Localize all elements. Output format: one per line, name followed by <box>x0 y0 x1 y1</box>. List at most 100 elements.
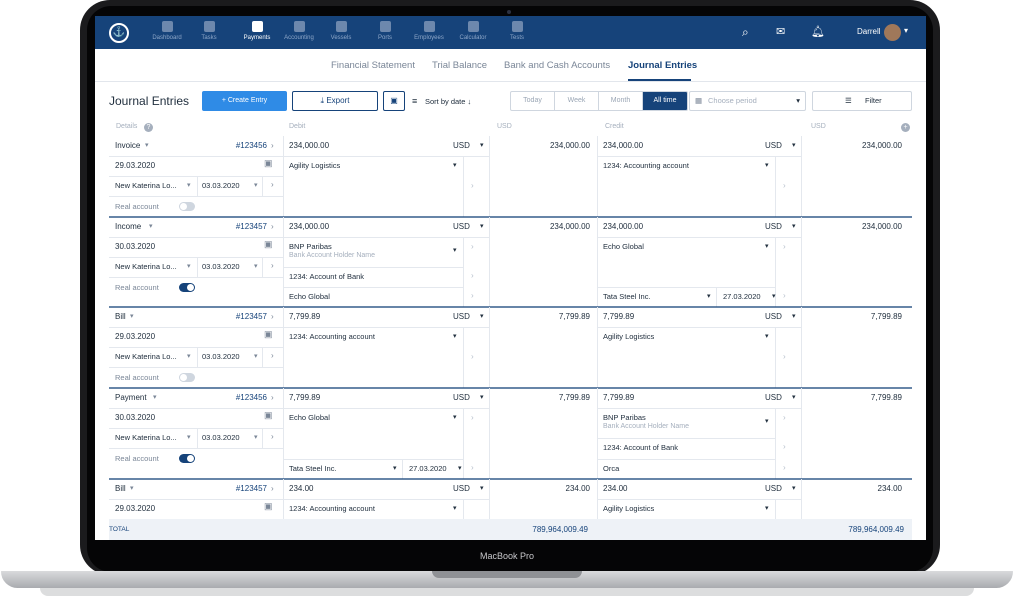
vendor-date-select[interactable]: 03.03.2020 <box>202 433 240 442</box>
real-account-toggle[interactable] <box>179 373 195 382</box>
credit-chevron-right-icon[interactable]: › <box>783 442 786 451</box>
debit-chevron-right-icon[interactable]: › <box>471 463 474 472</box>
chevron-down-icon[interactable]: ▾ <box>480 142 484 149</box>
entry-number-link[interactable]: #123457 <box>235 222 267 231</box>
nav-item-vessels[interactable]: Vessels <box>319 21 363 41</box>
chevron-down-icon[interactable]: ▾ <box>453 247 457 254</box>
calendar-icon[interactable]: ▣ <box>264 158 273 168</box>
nav-item-calculator[interactable]: Calculator <box>451 21 495 41</box>
credit-account-select[interactable]: 1234: Accounting account <box>603 161 689 170</box>
vendor-select[interactable]: New Katerina Lo... <box>115 262 177 271</box>
debit-amount-input[interactable]: 234.00 <box>289 484 314 493</box>
debit-account-select[interactable]: Echo Global <box>289 413 330 422</box>
chevron-down-icon[interactable]: ▾ <box>254 263 258 270</box>
chevron-right-icon[interactable]: › <box>271 432 274 441</box>
entry-type-select[interactable]: Payment <box>115 393 147 402</box>
period-all-time[interactable]: All time <box>643 92 687 110</box>
credit-amount-input[interactable]: 234.00 <box>603 484 628 493</box>
entry-type-select[interactable]: Bill <box>115 484 126 493</box>
calendar-icon[interactable]: ▣ <box>264 329 273 339</box>
chevron-down-icon[interactable]: ▾ <box>187 434 191 441</box>
real-account-toggle[interactable] <box>179 283 195 292</box>
credit-currency-select[interactable]: USD <box>765 484 782 493</box>
entry-number-link[interactable]: #123457 <box>235 484 267 493</box>
chevron-down-icon[interactable]: ▾ <box>453 505 457 512</box>
chevron-down-icon[interactable]: ▾ <box>480 394 484 401</box>
period-week[interactable]: Week <box>555 92 599 110</box>
credit-currency-select[interactable]: USD <box>765 312 782 321</box>
vendor-select[interactable]: New Katerina Lo... <box>115 433 177 442</box>
chevron-down-icon[interactable]: ▾ <box>765 333 769 340</box>
chevron-down-icon[interactable]: ▾ <box>480 223 484 230</box>
credit-currency-select[interactable]: USD <box>765 393 782 402</box>
chevron-down-icon[interactable]: ▾ <box>792 394 796 401</box>
chevron-down-icon[interactable]: ▾ <box>765 418 769 425</box>
credit-party-select[interactable]: Orca <box>603 464 620 473</box>
debit-currency-select[interactable]: USD <box>453 484 470 493</box>
chevron-down-icon[interactable]: ▾ <box>765 162 769 169</box>
debit-account-select[interactable]: BNP Paribas <box>289 242 332 251</box>
tab-journal-entries[interactable]: Journal Entries <box>628 60 698 71</box>
chevron-down-icon[interactable]: ▾ <box>187 182 191 189</box>
calendar-icon[interactable]: ▣ <box>264 501 273 511</box>
chevron-down-icon[interactable]: ▾ <box>187 353 191 360</box>
debit-account-select[interactable]: 1234: Accounting account <box>289 332 375 341</box>
credit-chevron-right-icon[interactable]: › <box>783 181 786 190</box>
notification-icon[interactable]: 🔔︎ <box>811 26 825 38</box>
choose-period-select[interactable]: ▦ Choose period ▾ <box>689 91 806 111</box>
logo-icon[interactable]: ⚓ <box>109 23 129 43</box>
chevron-right-icon[interactable]: › <box>271 261 274 270</box>
chevron-down-icon[interactable]: ▾ <box>792 223 796 230</box>
debit-chevron-right-icon[interactable]: › <box>471 352 474 361</box>
vendor-date-select[interactable]: 03.03.2020 <box>202 181 240 190</box>
chevron-right-icon[interactable]: › <box>271 180 274 189</box>
create-entry-button[interactable]: + Create Entry <box>202 91 287 111</box>
calendar-button[interactable]: ▣ <box>383 91 405 111</box>
debit-account-select[interactable]: Agility Logistics <box>289 161 341 170</box>
credit-account-select[interactable]: Agility Logistics <box>603 504 655 513</box>
chevron-down-icon[interactable]: ▾ <box>453 333 457 340</box>
credit-currency-select[interactable]: USD <box>765 222 782 231</box>
credit-chevron-right-icon[interactable]: › <box>783 463 786 472</box>
entry-number-link[interactable]: #123457 <box>235 312 267 321</box>
debit-amount-input[interactable]: 7,799.89 <box>289 312 321 321</box>
credit-amount-input[interactable]: 7,799.89 <box>603 393 635 402</box>
chevron-right-icon[interactable]: › <box>271 351 274 360</box>
debit-currency-select[interactable]: USD <box>453 393 470 402</box>
chevron-down-icon[interactable]: ▾ <box>453 162 457 169</box>
mail-icon[interactable]: ✉ <box>776 26 786 38</box>
avatar[interactable] <box>884 24 901 41</box>
chevron-right-icon[interactable]: › <box>271 484 274 493</box>
chevron-down-icon[interactable]: ▾ <box>707 293 711 300</box>
chevron-down-icon[interactable]: ▾ <box>458 465 462 472</box>
chevron-down-icon[interactable]: ▾ <box>254 434 258 441</box>
vendor-select[interactable]: New Katerina Lo... <box>115 352 177 361</box>
debit-currency-select[interactable]: USD <box>453 222 470 231</box>
entry-number-link[interactable]: #123456 <box>235 141 267 150</box>
debit-party-select[interactable]: Echo Global <box>289 292 330 301</box>
chevron-down-icon[interactable]: ▾ <box>792 313 796 320</box>
debit-chevron-right-icon[interactable]: › <box>471 291 474 300</box>
period-month[interactable]: Month <box>599 92 643 110</box>
debit-account-select[interactable]: 1234: Accounting account <box>289 504 375 513</box>
debit-party-select[interactable]: Tata Steel Inc. <box>289 464 337 473</box>
entry-type-select[interactable]: Invoice <box>115 141 141 150</box>
sort-button[interactable]: Sort by date ↓ <box>425 97 472 106</box>
tab-trial-balance[interactable]: Trial Balance <box>432 60 488 71</box>
chevron-down-icon[interactable]: ▾ <box>393 465 397 472</box>
credit-amount-input[interactable]: 234,000.00 <box>603 222 644 231</box>
chevron-down-icon[interactable]: ▾ <box>765 505 769 512</box>
tab-bank-cash[interactable]: Bank and Cash Accounts <box>504 60 611 71</box>
credit-bank-account-select[interactable]: 1234: Account of Bank <box>603 443 679 452</box>
credit-chevron-right-icon[interactable]: › <box>783 352 786 361</box>
credit-party-date[interactable]: 27.03.2020 <box>723 292 761 301</box>
chevron-down-icon[interactable]: ▾ <box>254 182 258 189</box>
chevron-down-icon[interactable]: ▾ <box>254 353 258 360</box>
credit-account-select[interactable]: Agility Logistics <box>603 332 655 341</box>
nav-item-tasks[interactable]: Tasks <box>187 21 231 41</box>
search-icon[interactable]: ⌕ <box>742 25 749 39</box>
debit-chevron-right-icon[interactable]: › <box>471 242 474 251</box>
debit-amount-input[interactable]: 234,000.00 <box>289 141 330 150</box>
export-button[interactable]: ⤓ Export <box>292 91 378 111</box>
entry-number-link[interactable]: #123456 <box>235 393 267 402</box>
